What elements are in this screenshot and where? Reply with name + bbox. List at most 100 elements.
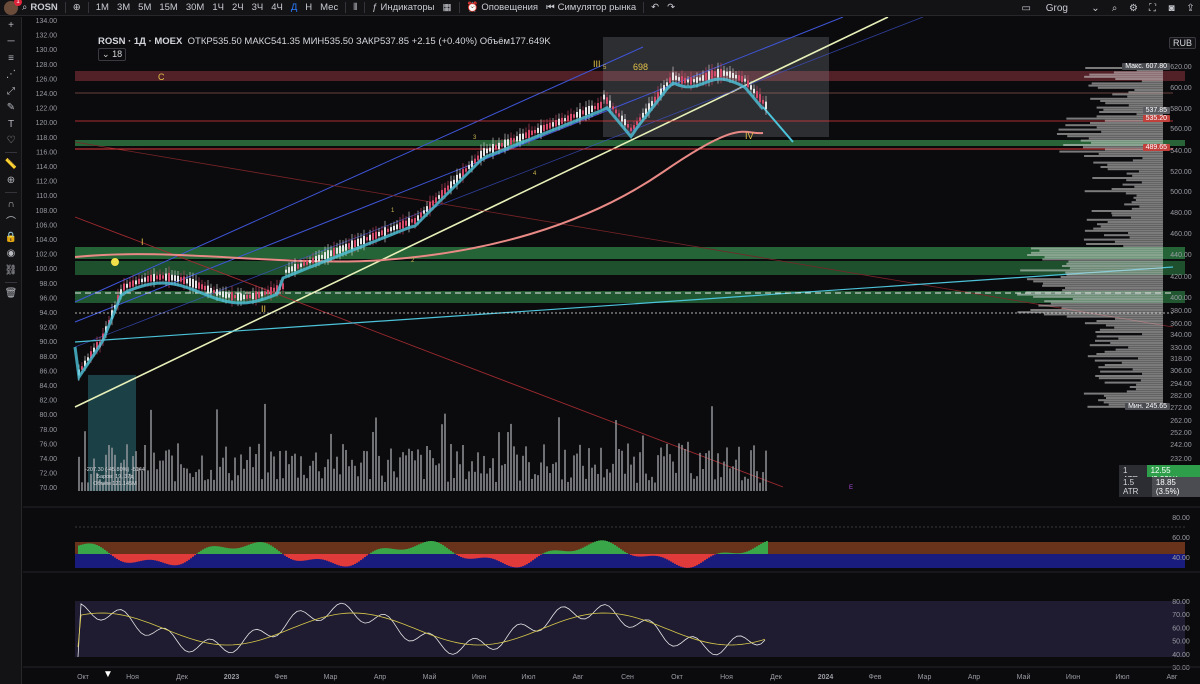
undo-button[interactable]: ↶ [647, 0, 663, 16]
alerts-button[interactable]: ⏰ Оповещения [463, 0, 543, 16]
timeframe-3[interactable]: 15M [159, 2, 178, 13]
trend-line-icon[interactable]: ─ [7, 36, 15, 48]
magnet-icon[interactable]: ∩ [7, 198, 15, 210]
chart-type-button[interactable]: ⫴ [349, 0, 361, 16]
redo-button[interactable]: ↷ [663, 0, 679, 16]
volume-bar [168, 449, 170, 491]
candle-body [408, 217, 410, 227]
osc1-bar [730, 552, 732, 554]
text-icon[interactable]: T [7, 118, 15, 130]
volume-bar [339, 474, 341, 491]
ema-ribbon [73, 77, 765, 382]
osc1-bar [80, 544, 82, 554]
volume-bar [294, 453, 296, 491]
timeframe-9[interactable]: Д [290, 2, 298, 13]
left-axis-tick: 114.00 [36, 164, 57, 171]
osc1-bar [536, 554, 538, 558]
osc1-bar [470, 554, 472, 559]
candle-body [234, 295, 236, 299]
volume-bar [735, 459, 737, 491]
ruler-icon[interactable]: 📏 [4, 158, 18, 170]
osc1-bar [220, 546, 222, 554]
osc1-bar [288, 554, 290, 559]
osc1-bar [528, 554, 530, 563]
left-axis-tick: 92.00 [39, 325, 57, 332]
timeframe-1[interactable]: 3M [116, 2, 131, 13]
search-icon[interactable]: ⌕ [1111, 2, 1118, 14]
osc1-bar [174, 554, 176, 566]
timeframe-0[interactable]: 1M [95, 2, 109, 13]
lock-icon[interactable]: 🔒 [4, 231, 18, 243]
link-icon[interactable]: ⛓ [4, 264, 18, 276]
indicators-button[interactable]: ƒ Индикаторы [368, 0, 438, 16]
candle-body [570, 113, 572, 121]
right-axis-tick: 252.00 [1170, 430, 1192, 437]
timeframe-11[interactable]: Мес [320, 2, 339, 13]
candle-body [249, 294, 251, 299]
layout-name[interactable]: Grog [1045, 2, 1068, 14]
osc1-bar [732, 553, 734, 554]
layout-icon[interactable]: ▭ [1021, 2, 1031, 14]
chevron-down-icon[interactable]: ⌄ [1091, 2, 1100, 14]
right-axis-tick: 282.00 [1170, 393, 1192, 400]
volume-bar [372, 431, 374, 491]
profile-bar [1134, 185, 1163, 188]
heart-icon[interactable]: ♡ [6, 135, 16, 147]
candle-body [723, 70, 725, 76]
osc1-bar [694, 554, 696, 567]
fib-icon[interactable]: ≡ [8, 52, 14, 64]
eye-icon[interactable]: ◉ [6, 248, 16, 260]
replay-button[interactable]: ⏮ Симулятор рынка [542, 0, 640, 16]
user-avatar[interactable]: 1 [4, 0, 22, 15]
volume-bar [498, 432, 500, 491]
timeframe-4[interactable]: 30M [185, 2, 205, 13]
settings-icon[interactable]: ⚙ [1129, 2, 1138, 14]
profile-bar [1096, 115, 1163, 118]
profile-bar [1084, 155, 1163, 157]
chart-area[interactable]: 134.00 132.00 130.00 128.00 126.00 124.00 122.… [23, 17, 1200, 684]
volume-bar [309, 465, 311, 491]
lock-drawing-icon[interactable]: ⌒ [6, 217, 16, 229]
osc1-bar [722, 552, 724, 554]
camera-icon[interactable]: ◙ [1168, 2, 1175, 14]
osc1-bar [164, 554, 166, 564]
osc1-bar [348, 554, 350, 567]
timeframe-8[interactable]: 4Ч [271, 2, 283, 13]
osc1-bar [590, 543, 592, 554]
price-chart[interactable]: 134.00132.00130.00128.00126.00124.00122.… [23, 17, 1200, 684]
publish-icon[interactable]: ⇪ [1186, 2, 1195, 14]
profile-bar [1096, 335, 1163, 338]
candle-body [579, 109, 581, 118]
profile-bar [1062, 265, 1163, 267]
compare-button[interactable]: ⊕ [69, 0, 85, 16]
timeframe-10[interactable]: Н [305, 2, 313, 13]
wave-label: I [141, 237, 144, 247]
currency-button[interactable]: RUB [1168, 37, 1196, 49]
brush-icon[interactable]: ✎ [6, 102, 16, 114]
volume-bar [600, 447, 602, 491]
crosshair-icon[interactable]: + [8, 19, 14, 31]
symbol-search[interactable]: ⌕ ROSN [18, 0, 62, 16]
timeframe-2[interactable]: 5M [138, 2, 152, 13]
candle-body [438, 195, 440, 199]
volume-bar [270, 451, 272, 491]
zoom-icon[interactable]: ⊕ [6, 175, 16, 187]
pattern-icon[interactable]: ⋰ [6, 69, 16, 81]
profile-bar [1113, 71, 1163, 74]
indicators-toggle[interactable]: ⌄ 18 [98, 48, 127, 61]
osc1-bar [734, 553, 736, 554]
volume-bar [321, 478, 323, 491]
prediction-icon[interactable]: ⤢ [7, 85, 15, 97]
timeframe-6[interactable]: 2Ч [231, 2, 244, 13]
osc1-bar [256, 542, 258, 554]
templates-button[interactable]: ▦ [439, 0, 456, 16]
osc1-bar [418, 544, 420, 554]
osc1-bar [676, 554, 678, 565]
time-axis-tick: Апр [968, 674, 980, 681]
trash-icon[interactable]: 🗑 [4, 288, 18, 300]
candle-body [702, 75, 704, 81]
timeframe-7[interactable]: 3Ч [251, 2, 264, 13]
osc1-bar [464, 554, 466, 559]
fullscreen-icon[interactable]: ⛶ [1149, 2, 1156, 14]
timeframe-5[interactable]: 1Ч [212, 2, 224, 13]
